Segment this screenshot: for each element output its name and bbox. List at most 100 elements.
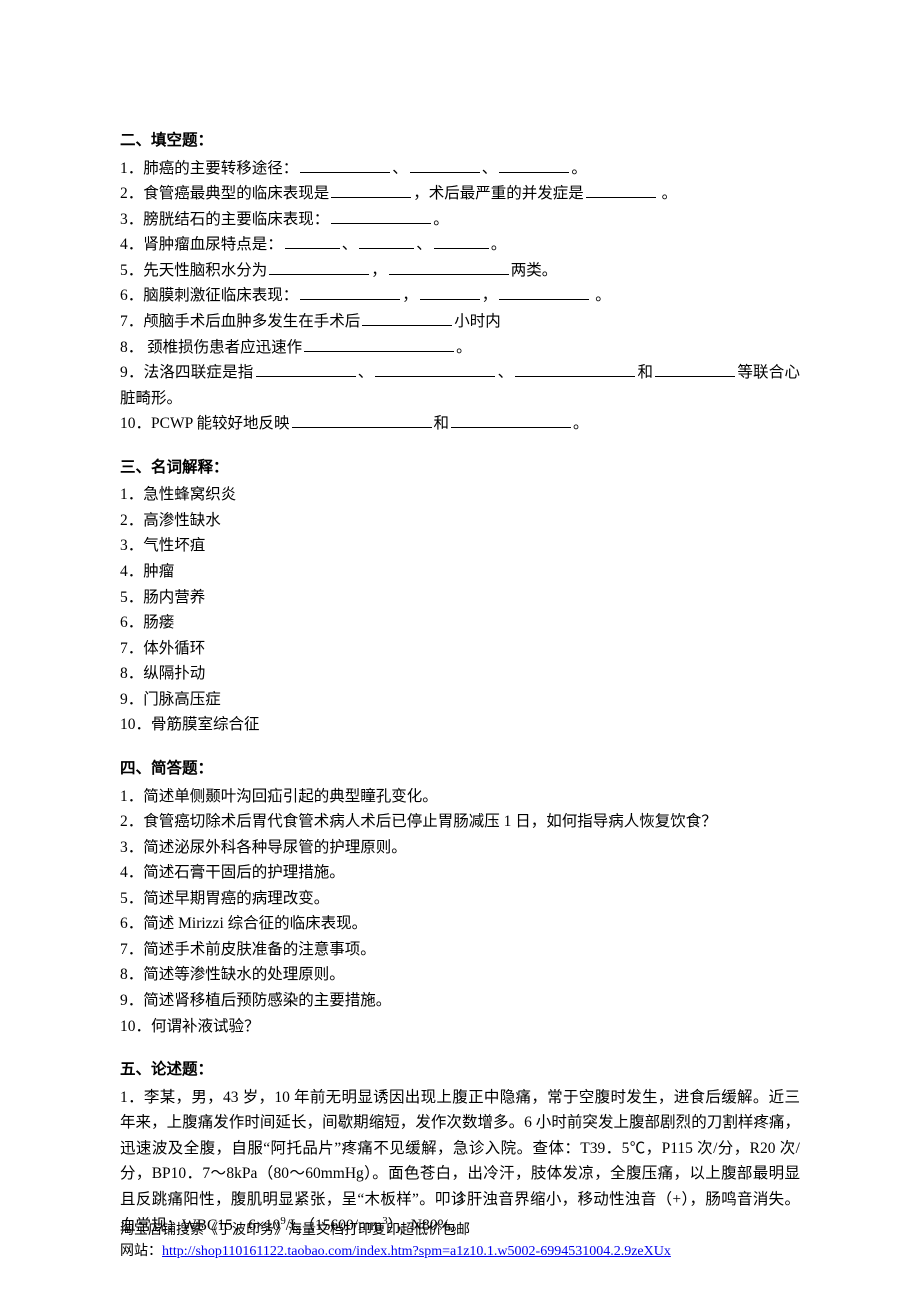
section-fill-items: 1．肺癌的主要转移途径：、、。2．食管癌最典型的临床表现是，术后最严重的并发症是… (120, 156, 800, 437)
fill-item: 6．脑膜刺激征临床表现： ， ， 。 (120, 283, 800, 309)
item-text: ， (371, 262, 387, 279)
fill-item: 7．颅脑手术后血肿多发生在手术后 小时内 (120, 309, 800, 335)
terms-item: 10．骨筋膜室综合征 (120, 712, 800, 738)
terms-item: 8．纵隔扑动 (120, 661, 800, 687)
item-number: 5． (120, 262, 143, 279)
fill-item: 8． 颈椎损伤患者应迅速作。 (120, 335, 800, 361)
footer-line2: 网站：http://shop110161122.taobao.com/index… (120, 1241, 671, 1262)
item-text: 肺癌的主要转移途径： (143, 160, 298, 177)
section-essay-heading: 五、论述题： (120, 1057, 800, 1083)
item-text: 和 (434, 415, 450, 432)
blank-field (655, 361, 735, 378)
section-fill-heading: 二、填空题： (120, 128, 800, 154)
blank-field (451, 412, 571, 429)
item-text: 。 (658, 185, 677, 202)
item-text: 、 (497, 364, 513, 381)
blank-field (434, 233, 489, 250)
blank-field (285, 233, 340, 250)
item-text: 肾肿瘤血尿特点是： (143, 236, 283, 253)
terms-item: 5．肠内营养 (120, 585, 800, 611)
blank-field (410, 156, 480, 173)
terms-item: 7．体外循环 (120, 636, 800, 662)
item-text: 、 (358, 364, 374, 381)
blank-field (389, 258, 509, 275)
blank-field (362, 309, 452, 326)
item-number: 2． (120, 185, 143, 202)
terms-item: 6．肠瘘 (120, 610, 800, 636)
blank-field (375, 361, 495, 378)
item-text: 颅脑手术后血肿多发生在手术后 (143, 313, 360, 330)
blank-field (331, 207, 431, 224)
fill-item: 4．肾肿瘤血尿特点是：、、。 (120, 232, 800, 258)
item-number: 4． (120, 236, 143, 253)
section-terms-items: 1．急性蜂窝织炎2．高渗性缺水3．气性坏疽4．肿瘤5．肠内营养6．肠瘘7．体外循… (120, 482, 800, 738)
blank-field (269, 258, 369, 275)
short-item: 2．食管癌切除术后胃代食管术病人术后已停止胃肠减压 1 日，如何指导病人恢复饮食… (120, 809, 800, 835)
blank-field (499, 156, 569, 173)
blank-field (300, 156, 390, 173)
item-number: 1． (120, 160, 143, 177)
fill-item: 3．膀胱结石的主要临床表现： 。 (120, 207, 800, 233)
short-item: 6．简述 Mirizzi 综合征的临床表现。 (120, 911, 800, 937)
section-short-heading: 四、简答题： (120, 756, 800, 782)
item-text: 。 (571, 160, 587, 177)
item-text: ， (482, 287, 498, 304)
item-text: 法洛四联症是指 (144, 364, 254, 381)
item-number: 7． (120, 313, 143, 330)
fill-item: 5．先天性脑积水分为 ， 两类。 (120, 258, 800, 284)
item-text: 食管癌最典型的临床表现是 (143, 185, 329, 202)
footer-prefix: 网站： (120, 1244, 162, 1259)
item-text: 。 (433, 211, 449, 228)
terms-item: 1．急性蜂窝织炎 (120, 482, 800, 508)
footer: 淘宝店铺搜索《丁波印务》海量文档打印复印超低价包邮 网站：http://shop… (120, 1220, 671, 1262)
terms-item: 2．高渗性缺水 (120, 508, 800, 534)
item-text: 和 (637, 364, 653, 381)
blank-field (304, 335, 454, 352)
item-text: 脑膜刺激征临床表现： (143, 287, 298, 304)
short-item: 8．简述等渗性缺水的处理原则。 (120, 962, 800, 988)
short-item: 1．简述单侧颞叶沟回疝引起的典型瞳孔变化。 (120, 784, 800, 810)
item-text: 先天性脑积水分为 (143, 262, 267, 279)
fill-item: 9．法洛四联症是指、、和等联合心脏畸形。 (120, 360, 800, 411)
item-text: 膀胱结石的主要临床表现： (143, 211, 329, 228)
item-number: 6． (120, 287, 143, 304)
short-item: 5．简述早期胃癌的病理改变。 (120, 886, 800, 912)
item-number: 9． (120, 364, 144, 381)
item-text: 颈椎损伤患者应迅速作 (143, 339, 302, 356)
terms-item: 3．气性坏疽 (120, 533, 800, 559)
terms-item: 4．肿瘤 (120, 559, 800, 585)
item-text: 、 (392, 160, 408, 177)
blank-field (256, 361, 356, 378)
footer-line1: 淘宝店铺搜索《丁波印务》海量文档打印复印超低价包邮 (120, 1220, 671, 1241)
short-item: 10．何谓补液试验？ (120, 1014, 800, 1040)
item-text: 。 (491, 236, 507, 253)
short-item: 7．简述手术前皮肤准备的注意事项。 (120, 937, 800, 963)
section-terms-heading: 三、名词解释： (120, 455, 800, 481)
blank-field (359, 233, 414, 250)
terms-item: 9．门脉高压症 (120, 687, 800, 713)
fill-item: 10．PCWP 能较好地反映和。 (120, 411, 800, 437)
item-text: 、 (342, 236, 358, 253)
blank-field (331, 182, 411, 199)
blank-field (292, 412, 432, 429)
item-text: 、 (482, 160, 498, 177)
essay-body: 1．李某，男，43 岁，10 年前无明显诱因出现上腹正中隐痛，常于空腹时发生，进… (120, 1085, 800, 1239)
item-number: 3． (120, 211, 143, 228)
item-number: 8． (120, 339, 143, 356)
short-item: 3．简述泌尿外科各种导尿管的护理原则。 (120, 835, 800, 861)
item-text: PCWP 能较好地反映 (151, 415, 290, 432)
footer-link[interactable]: http://shop110161122.taobao.com/index.ht… (162, 1244, 671, 1259)
blank-field (300, 284, 400, 301)
item-text: 两类。 (511, 262, 558, 279)
blank-field (420, 284, 480, 301)
item-text: ， (402, 287, 418, 304)
blank-field (586, 182, 656, 199)
page-number: 3 (0, 1187, 920, 1212)
item-text: 。 (573, 415, 589, 432)
item-text: 。 (591, 287, 610, 304)
fill-item: 2．食管癌最典型的临床表现是，术后最严重的并发症是 。 (120, 181, 800, 207)
item-text: 小时内 (454, 313, 501, 330)
fill-item: 1．肺癌的主要转移途径： 、 、 。 (120, 156, 800, 182)
section-short-items: 1．简述单侧颞叶沟回疝引起的典型瞳孔变化。2．食管癌切除术后胃代食管术病人术后已… (120, 784, 800, 1040)
blank-field (515, 361, 635, 378)
